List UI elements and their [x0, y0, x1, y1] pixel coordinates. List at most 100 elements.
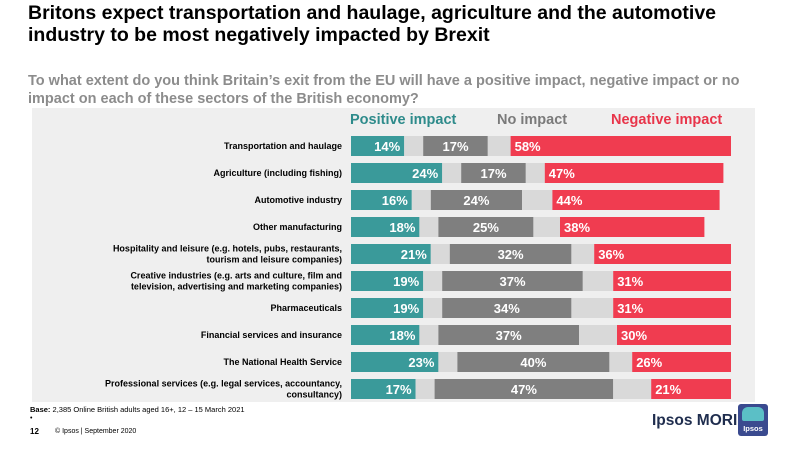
bar-positive	[351, 298, 424, 318]
base-note: Base: 2,385 Online British adults aged 1…	[30, 405, 245, 414]
bar-negative	[510, 136, 731, 156]
bar-positive	[351, 217, 420, 237]
bar-no-impact	[449, 244, 572, 264]
category-label: Other manufacturing	[253, 222, 342, 232]
data-label: 47%	[511, 382, 537, 397]
legend-positive: Positive impact	[350, 112, 457, 128]
category-label: Pharmaceuticals	[270, 303, 342, 313]
bar-no-impact	[423, 136, 488, 156]
bar-dont-know	[533, 217, 560, 237]
category-label: Agriculture (including fishing)	[214, 168, 343, 178]
logo-text: Ipsos	[743, 424, 763, 433]
base-label: Base:	[30, 405, 51, 414]
category-label: The National Health Service	[223, 357, 342, 367]
bar-dont-know	[522, 190, 553, 210]
data-label: 25%	[473, 220, 499, 235]
footer-dot: •	[30, 415, 33, 422]
data-label: 40%	[520, 355, 546, 370]
data-label: 30%	[621, 328, 647, 343]
bar-dont-know-gap	[430, 244, 450, 264]
data-label: 34%	[494, 301, 520, 316]
bar-positive	[351, 163, 443, 183]
data-label: 47%	[549, 166, 575, 181]
bar-positive	[351, 352, 439, 372]
bar-positive	[351, 136, 405, 156]
chart-title: Britons expect transportation and haulag…	[28, 2, 717, 46]
bar-dont-know	[609, 352, 633, 372]
ipsos-logo-icon: Ipsos	[738, 404, 768, 436]
bar-negative	[560, 217, 705, 237]
bar-dont-know-gap	[411, 190, 431, 210]
category-label: Hospitality and leisure (e.g. hotels, pu…	[113, 244, 342, 265]
data-label: 24%	[463, 193, 489, 208]
bar-positive	[351, 244, 431, 264]
logo-shape	[742, 407, 764, 421]
data-label: 26%	[636, 355, 662, 370]
data-label: 44%	[556, 193, 582, 208]
data-label: 32%	[498, 247, 524, 262]
category-label: Automotive industry	[254, 195, 342, 205]
bar-dont-know-gap	[442, 163, 462, 183]
chart-subtitle: To what extent do you think Britain’s ex…	[28, 73, 740, 107]
bar-no-impact	[434, 379, 614, 399]
bar-negative	[544, 163, 724, 183]
bar-dont-know	[571, 298, 614, 318]
bar-dont-know	[487, 136, 511, 156]
data-label: 18%	[389, 220, 415, 235]
category-label: Professional services (e.g. legal servic…	[105, 379, 342, 400]
data-label: 21%	[655, 382, 681, 397]
bar-no-impact	[438, 325, 579, 345]
legend-negative: Negative impact	[611, 112, 723, 128]
bar-positive	[351, 325, 420, 345]
data-label: 23%	[408, 355, 434, 370]
data-label: 37%	[499, 274, 525, 289]
data-label: 31%	[617, 274, 643, 289]
bar-negative	[613, 298, 731, 318]
bar-dont-know-gap	[423, 298, 443, 318]
page-number: 12	[30, 427, 39, 436]
bar-negative	[552, 190, 720, 210]
bar-positive	[351, 271, 424, 291]
data-label: 17%	[480, 166, 506, 181]
data-label: 19%	[393, 301, 419, 316]
bar-dont-know-gap	[419, 325, 439, 345]
data-label: 19%	[393, 274, 419, 289]
data-label: 18%	[389, 328, 415, 343]
bar-negative	[594, 244, 731, 264]
data-label: 31%	[617, 301, 643, 316]
data-label: 38%	[564, 220, 590, 235]
data-label: 17%	[386, 382, 412, 397]
category-label: Creative industries (e.g. arts and cultu…	[130, 271, 342, 292]
data-label: 16%	[382, 193, 408, 208]
bar-negative	[651, 379, 731, 399]
legend-no-impact: No impact	[497, 112, 568, 128]
bar-dont-know-gap	[404, 136, 424, 156]
bar-dont-know	[613, 379, 652, 399]
bar-positive	[351, 379, 416, 399]
bar-positive	[351, 190, 412, 210]
bar-no-impact	[442, 271, 583, 291]
category-label: Financial services and insurance	[201, 330, 342, 340]
copyright: © Ipsos | September 2020	[55, 428, 137, 435]
bar-negative	[632, 352, 731, 372]
bar-negative	[617, 325, 731, 345]
data-label: 36%	[598, 247, 624, 262]
bar-dont-know	[579, 325, 617, 345]
data-label: 17%	[442, 139, 468, 154]
bar-dont-know-gap	[438, 352, 458, 372]
bar-dont-know	[571, 244, 595, 264]
category-label: Transportation and haulage	[224, 141, 342, 151]
data-label: 21%	[401, 247, 427, 262]
brand-name: Ipsos MORI	[652, 412, 738, 429]
data-label: 24%	[412, 166, 438, 181]
data-label: 37%	[496, 328, 522, 343]
bar-dont-know-gap	[415, 379, 435, 399]
bar-no-impact	[461, 163, 526, 183]
bar-no-impact	[430, 190, 522, 210]
bar-dont-know-gap	[423, 271, 443, 291]
bar-no-impact	[438, 217, 534, 237]
bar-no-impact	[442, 298, 572, 318]
data-label: 58%	[515, 139, 541, 154]
data-label: 14%	[374, 139, 400, 154]
